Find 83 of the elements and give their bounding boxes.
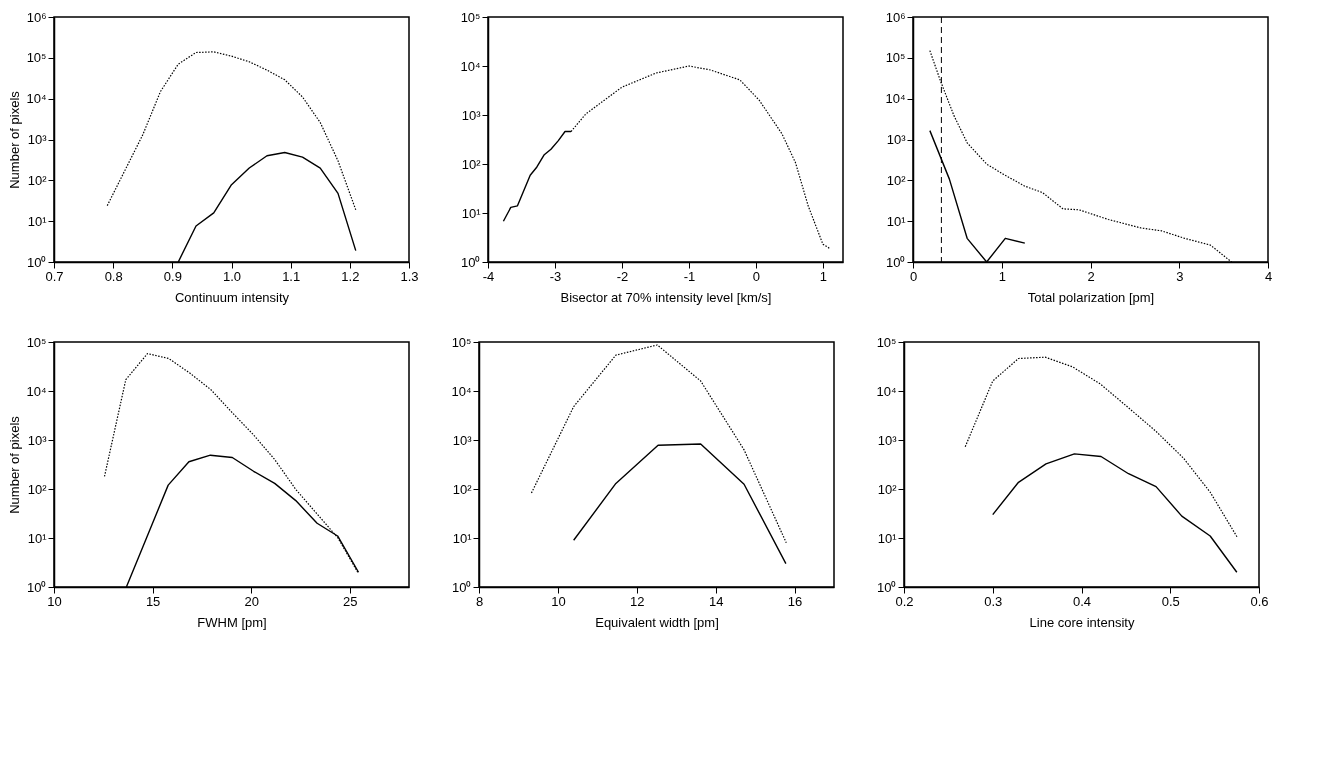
y-tick-label: 10²: [877, 481, 898, 497]
y-tick-label: 10⁶: [885, 9, 906, 25]
y-tick-label: 10⁴: [451, 383, 472, 399]
x-tick-label: 1.2: [341, 268, 360, 284]
x-tick-label: 0.4: [1072, 593, 1092, 609]
x-tick-label: -4: [482, 268, 495, 284]
x-tick-label: 14: [708, 593, 724, 609]
y-tick-label: 10²: [461, 156, 482, 172]
x-tick-label: 16: [787, 593, 803, 609]
x-tick-label: 10: [47, 593, 62, 609]
y-tick-label: 10²: [886, 172, 907, 188]
line-series: [106, 51, 357, 211]
y-tick-label: 10³: [452, 432, 473, 448]
x-tick-label: 20: [244, 593, 259, 609]
line-series: [964, 356, 1239, 539]
x-tick-label: 15: [145, 593, 161, 609]
line-series: [992, 453, 1238, 573]
y-tick-label: 10⁰: [461, 254, 481, 270]
y-tick-label: 10⁴: [885, 91, 906, 107]
line-series: [572, 443, 787, 565]
line-series: [530, 344, 787, 544]
x-tick-label: 1: [819, 268, 828, 284]
y-tick-label: 10³: [27, 132, 48, 147]
x-axis-title: Equivalent width [pm]: [595, 614, 719, 630]
x-tick-label: 8: [475, 593, 484, 609]
x-tick-label: 2: [1087, 268, 1095, 284]
x-tick-label: 0.6: [1250, 593, 1269, 609]
y-tick-label: 10⁰: [886, 254, 906, 270]
x-tick-label: 0.2: [895, 593, 914, 609]
x-tick-label: 0.9: [163, 268, 182, 284]
x-tick-label: 1.0: [222, 268, 242, 284]
x-axis-title: Bisector at 70% intensity level [km/s]: [560, 289, 772, 305]
y-tick-label: 10⁴: [26, 91, 47, 107]
x-tick-label: 0.3: [984, 593, 1003, 609]
y-tick-label: 10²: [27, 172, 48, 188]
x-tick-label: -1: [683, 268, 696, 284]
y-tick-label: 10¹: [461, 205, 482, 221]
y-tick-label: 10⁰: [27, 254, 47, 270]
y-tick-label: 10⁴: [26, 383, 47, 399]
y-tick-label: 10⁵: [26, 334, 47, 350]
y-tick-label: 10⁰: [877, 579, 897, 595]
y-tick-label: 10³: [27, 432, 48, 448]
x-axis-title: Continuum intensity: [174, 289, 290, 305]
y-tick-label: 10⁴: [460, 58, 481, 74]
y-tick-label: 10²: [27, 481, 48, 497]
x-tick-label: 3: [1176, 268, 1184, 284]
y-tick-label: 10⁵: [451, 334, 472, 350]
y-axis-title: Number of pixels: [7, 90, 23, 189]
x-tick-label: 4: [1264, 268, 1273, 284]
y-tick-label: 10⁴: [876, 383, 897, 399]
x-tick-label: 0: [752, 268, 761, 284]
x-tick-label: -2: [616, 268, 629, 284]
x-tick-label: 25: [343, 593, 358, 609]
x-tick-label: 0.5: [1161, 593, 1180, 609]
x-tick-label: 0.8: [104, 268, 123, 284]
x-tick-label: 0.7: [45, 268, 64, 284]
x-tick-label: 10: [551, 593, 566, 609]
y-tick-label: 10¹: [27, 213, 48, 229]
x-tick-label: 1.1: [282, 268, 301, 284]
y-tick-label: 10¹: [877, 530, 898, 546]
y-axis-title: Number of pixels: [7, 415, 23, 514]
y-tick-label: 10³: [886, 132, 907, 147]
x-tick-label: -3: [549, 268, 562, 284]
x-tick-label: 1: [998, 268, 1006, 284]
y-tick-label: 10³: [461, 107, 482, 123]
y-tick-label: 10³: [877, 432, 898, 448]
x-tick-label: 0: [909, 268, 918, 284]
x-tick-label: 1.3: [400, 268, 419, 284]
x-axis-title: FWHM [pm]: [197, 614, 267, 630]
y-tick-label: 10⁵: [460, 9, 481, 25]
y-tick-label: 10⁰: [452, 579, 472, 595]
y-tick-label: 10¹: [452, 530, 473, 546]
y-tick-label: 10⁵: [876, 334, 897, 350]
x-tick-label: 12: [630, 593, 645, 609]
x-axis-title: Line core intensity: [1029, 614, 1135, 630]
y-tick-label: 10¹: [27, 530, 48, 546]
y-tick-label: 10²: [452, 481, 473, 497]
y-tick-label: 10⁰: [27, 579, 47, 595]
y-tick-label: 10¹: [886, 213, 907, 229]
y-tick-label: 10⁵: [885, 50, 906, 66]
x-axis-title: Total polarization [pm]: [1027, 289, 1155, 305]
y-tick-label: 10⁶: [26, 9, 47, 25]
y-tick-label: 10⁵: [26, 50, 47, 66]
